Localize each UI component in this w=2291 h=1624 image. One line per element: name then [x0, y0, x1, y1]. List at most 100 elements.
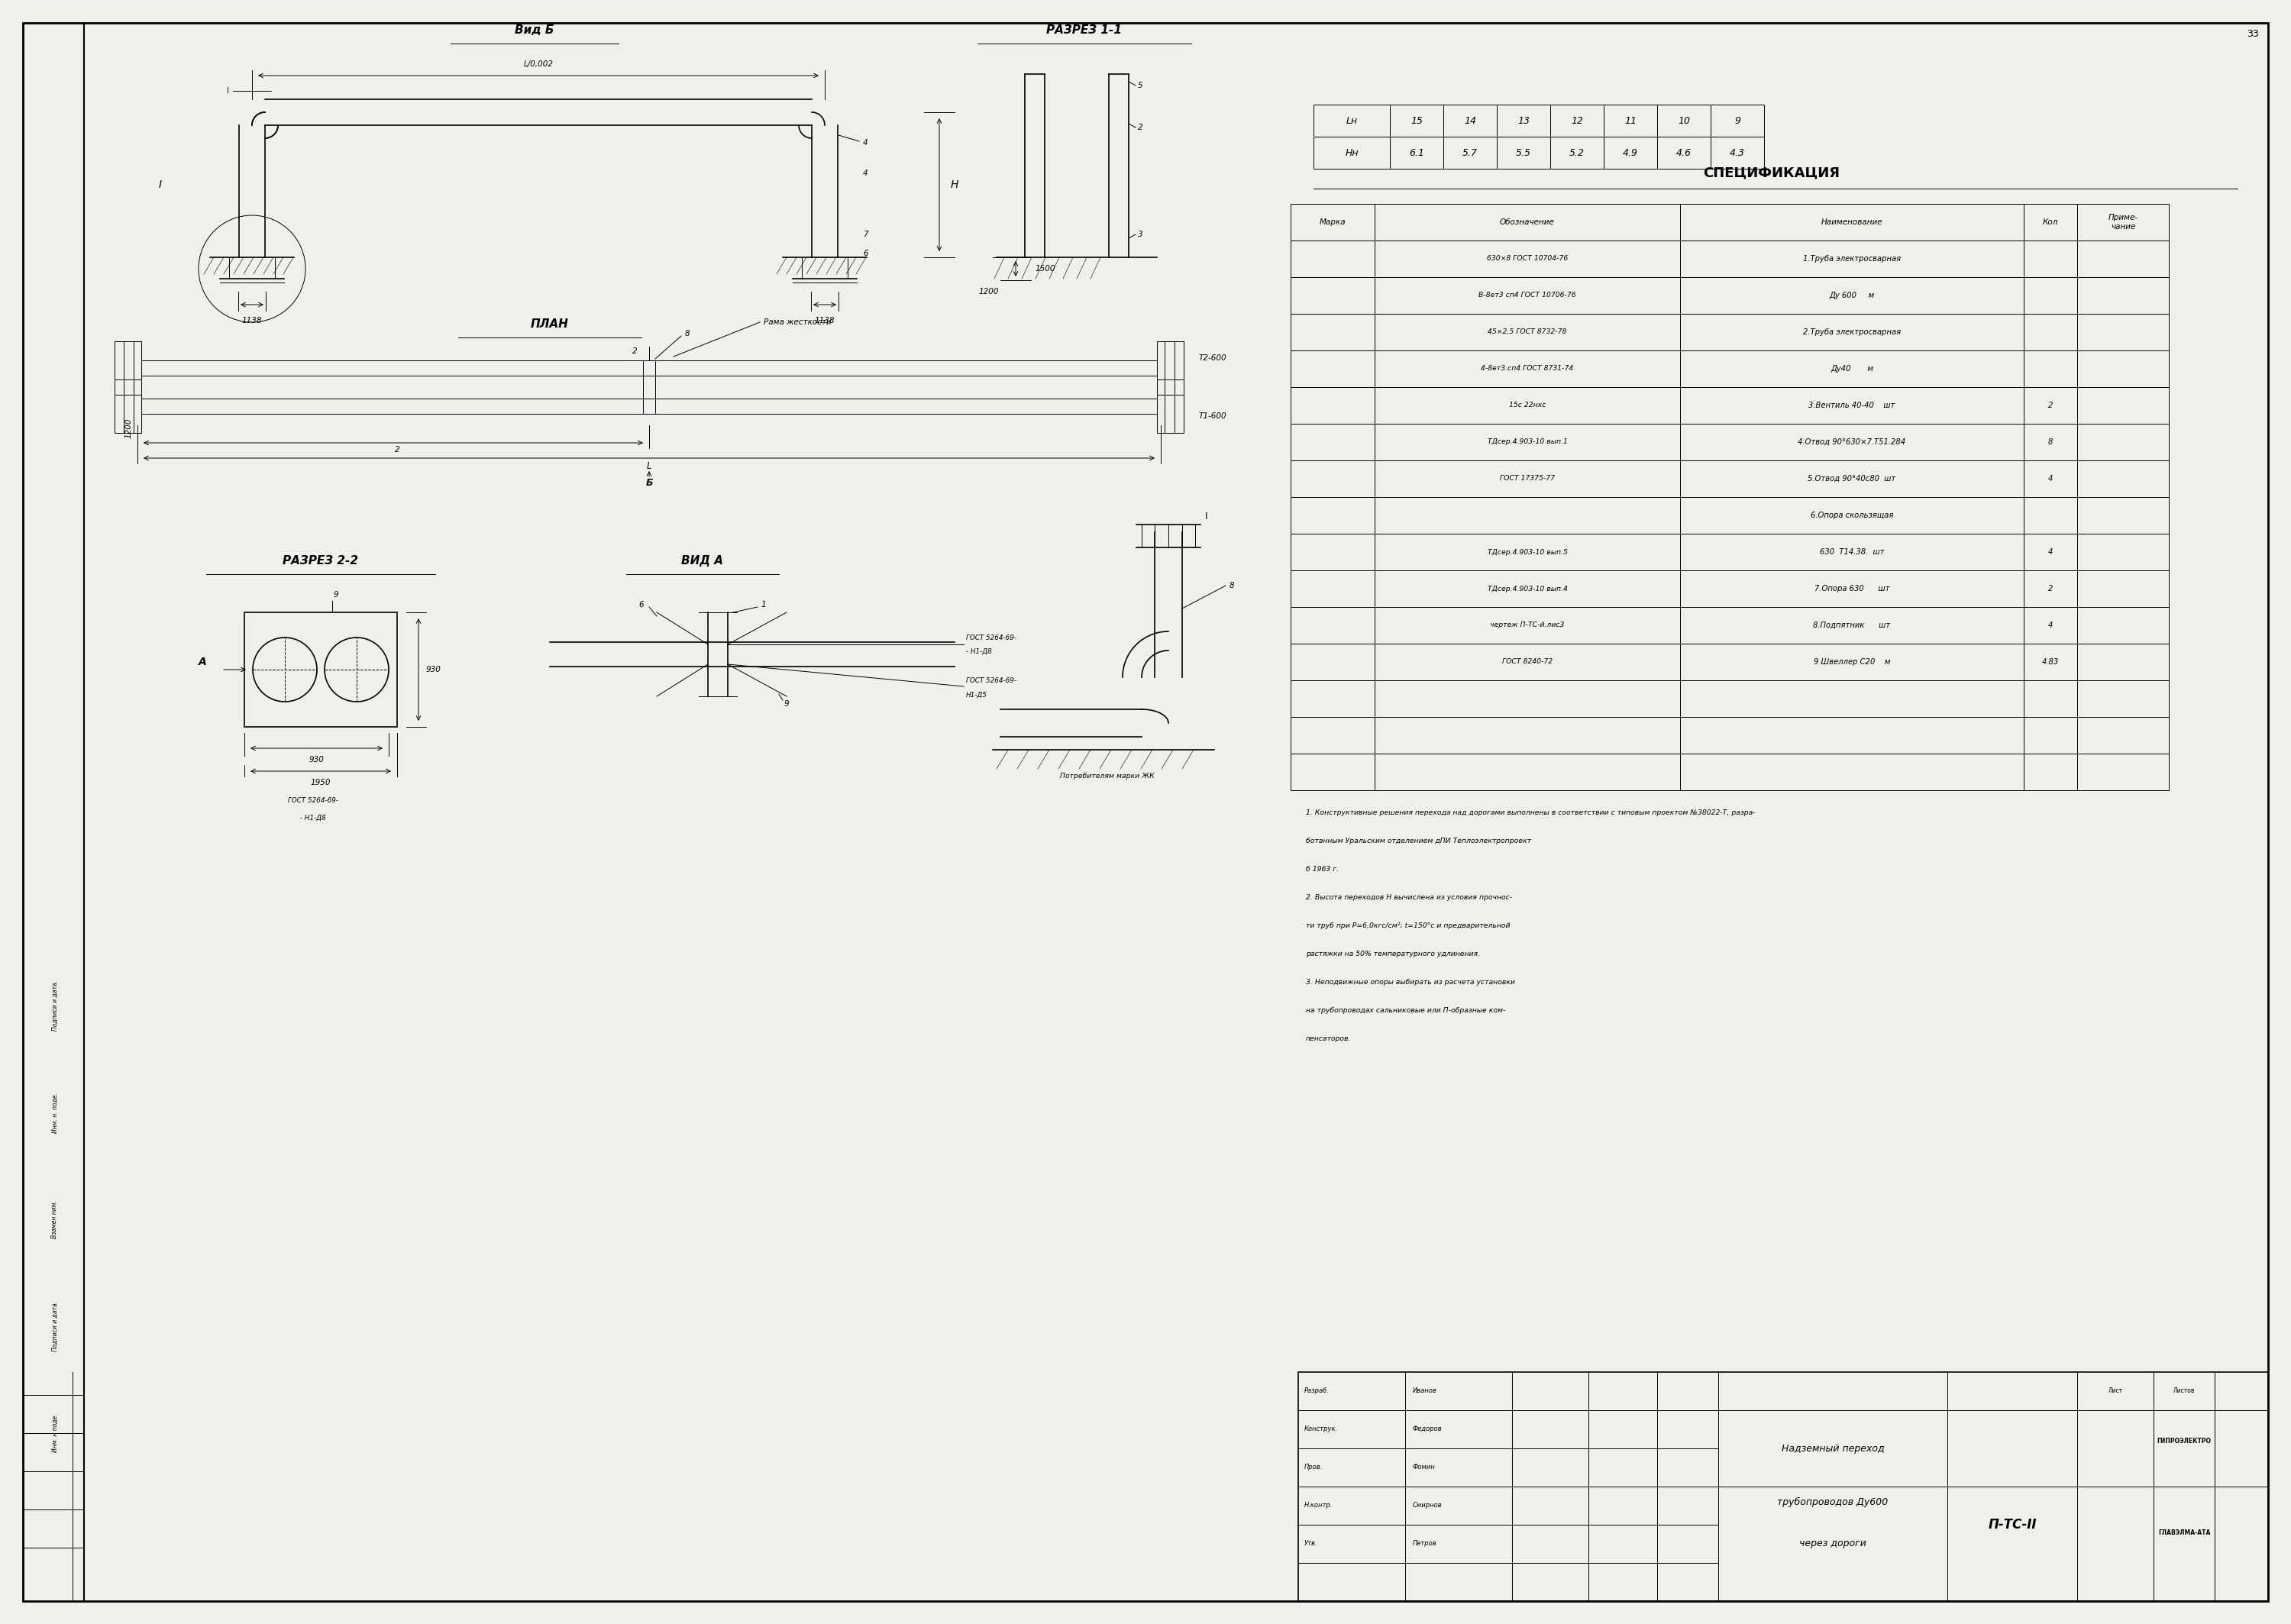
Bar [1299, 1372, 2268, 1601]
Text: 4: 4 [2048, 622, 2053, 628]
Text: 4: 4 [864, 140, 868, 146]
Bar [1290, 607, 1375, 643]
Bar [1375, 387, 1679, 424]
Bar [1375, 607, 1679, 643]
Bar [2023, 313, 2078, 351]
Bar [2078, 205, 2170, 240]
Bar [2023, 424, 2078, 460]
Bar [1604, 136, 1656, 169]
Text: Б: Б [646, 477, 653, 487]
Bar [2078, 570, 2170, 607]
Text: Смирнов: Смирнов [1414, 1502, 1443, 1509]
Text: 930: 930 [309, 755, 323, 763]
Text: Конструк.: Конструк. [1304, 1426, 1338, 1432]
Text: - Н1-Д8: - Н1-Д8 [300, 815, 325, 822]
Text: Кол: Кол [2044, 218, 2057, 226]
Bar [1679, 570, 2023, 607]
Bar [1375, 716, 1679, 754]
Bar [1679, 754, 2023, 791]
Text: 11: 11 [1624, 115, 1636, 125]
Text: 4-8ет3.сп4 ГОСТ 8731-74: 4-8ет3.сп4 ГОСТ 8731-74 [1480, 365, 1574, 372]
Text: 2: 2 [1139, 123, 1143, 132]
Text: Федоров: Федоров [1414, 1426, 1443, 1432]
Text: Приме-
чание: Приме- чание [2108, 214, 2138, 231]
Text: 2: 2 [394, 447, 399, 453]
Text: 6: 6 [639, 601, 644, 609]
Bar [1496, 136, 1551, 169]
Bar [2023, 716, 2078, 754]
Text: Н1-Д5: Н1-Д5 [967, 692, 987, 698]
Text: I: I [1205, 512, 1207, 521]
Text: Подписи и дата.: Подписи и дата. [50, 1301, 60, 1351]
Bar [1313, 136, 1391, 169]
Text: 4: 4 [2048, 474, 2053, 482]
Text: 33: 33 [2247, 29, 2259, 39]
Text: Н.контр.: Н.контр. [1304, 1502, 1333, 1509]
Text: 930: 930 [426, 666, 442, 674]
Text: I: I [227, 88, 229, 94]
Text: ПЛАН: ПЛАН [532, 318, 568, 330]
Bar [1290, 460, 1375, 497]
Text: ГЛАВЭЛМА-АТА: ГЛАВЭЛМА-АТА [2158, 1528, 2211, 1536]
Text: 3. Неподвижные опоры выбирать из расчета установки: 3. Неподвижные опоры выбирать из расчета… [1306, 979, 1514, 986]
Text: 2. Высота переходов Н вычислена из условия прочнос-: 2. Высота переходов Н вычислена из услов… [1306, 895, 1512, 901]
Bar [1375, 497, 1679, 534]
Text: 630×8 ГОСТ 10704-76: 630×8 ГОСТ 10704-76 [1487, 255, 1567, 261]
Bar [2023, 387, 2078, 424]
Text: L/0,002: L/0,002 [525, 60, 554, 68]
Bar [2023, 680, 2078, 716]
Bar [2078, 460, 2170, 497]
Text: 8: 8 [2048, 438, 2053, 447]
Text: ботанным Уральским отделением дПИ Теплоэлектропроект: ботанным Уральским отделением дПИ Теплоэ… [1306, 838, 1530, 844]
Bar [1604, 104, 1656, 136]
Text: Инм. н. поде.: Инм. н. поде. [50, 1093, 60, 1132]
Text: П-ТС-II: П-ТС-II [1989, 1518, 2037, 1531]
Bar [1375, 754, 1679, 791]
Text: 4.9: 4.9 [1622, 148, 1638, 158]
Text: 9: 9 [1734, 115, 1741, 125]
Bar [2078, 754, 2170, 791]
Text: 15с 22нхс: 15с 22нхс [1510, 403, 1546, 409]
Text: 9: 9 [334, 591, 339, 599]
Text: ТДсер.4.903-10 вып.1: ТДсер.4.903-10 вып.1 [1487, 438, 1567, 445]
Text: 4.83: 4.83 [2041, 658, 2060, 666]
Bar [1679, 497, 2023, 534]
Text: 2.Труба электросварная: 2.Труба электросварная [1803, 328, 1902, 336]
Text: 10: 10 [1677, 115, 1691, 125]
Bar [1375, 240, 1679, 278]
Bar [1656, 136, 1711, 169]
Text: 2: 2 [2048, 585, 2053, 593]
Bar [1679, 351, 2023, 387]
Bar [1679, 424, 2023, 460]
Text: Подписи и дата.: Подписи и дата. [50, 981, 60, 1031]
Bar [1290, 680, 1375, 716]
Text: 6.Опора скользящая: 6.Опора скользящая [1810, 512, 1892, 520]
Bar [2023, 570, 2078, 607]
Text: б 1963 г.: б 1963 г. [1306, 866, 1338, 872]
Text: Листов: Листов [2174, 1387, 2195, 1395]
Text: Ду 600     м: Ду 600 м [1828, 292, 1874, 299]
Bar [1375, 205, 1679, 240]
Text: Марка: Марка [1320, 218, 1345, 226]
Text: 15: 15 [1411, 115, 1423, 125]
Text: Фомин: Фомин [1414, 1465, 1436, 1471]
Bar [1711, 136, 1764, 169]
Bar [2078, 497, 2170, 534]
Text: Потребителям марки ЖК: Потребителям марки ЖК [1061, 773, 1155, 780]
Text: 4.6: 4.6 [1677, 148, 1691, 158]
Text: 6: 6 [864, 250, 868, 257]
Bar [2023, 643, 2078, 680]
Text: 1. Конструктивные решения перехода над дорогами выполнены в соответствии с типов: 1. Конструктивные решения перехода над д… [1306, 809, 1755, 817]
Text: Наименование: Наименование [1821, 218, 1883, 226]
Text: Лист: Лист [2108, 1387, 2124, 1395]
Bar [2078, 278, 2170, 313]
Text: 14: 14 [1464, 115, 1475, 125]
Bar [1375, 424, 1679, 460]
Text: чертеж П-ТС-й.лис3: чертеж П-ТС-й.лис3 [1489, 622, 1565, 628]
Bar [1679, 716, 2023, 754]
Bar [2078, 680, 2170, 716]
Bar [1290, 754, 1375, 791]
Text: 45×2,5 ГОСТ 8732-78: 45×2,5 ГОСТ 8732-78 [1487, 328, 1567, 336]
Text: 8: 8 [1230, 581, 1235, 590]
Bar [2078, 534, 2170, 570]
